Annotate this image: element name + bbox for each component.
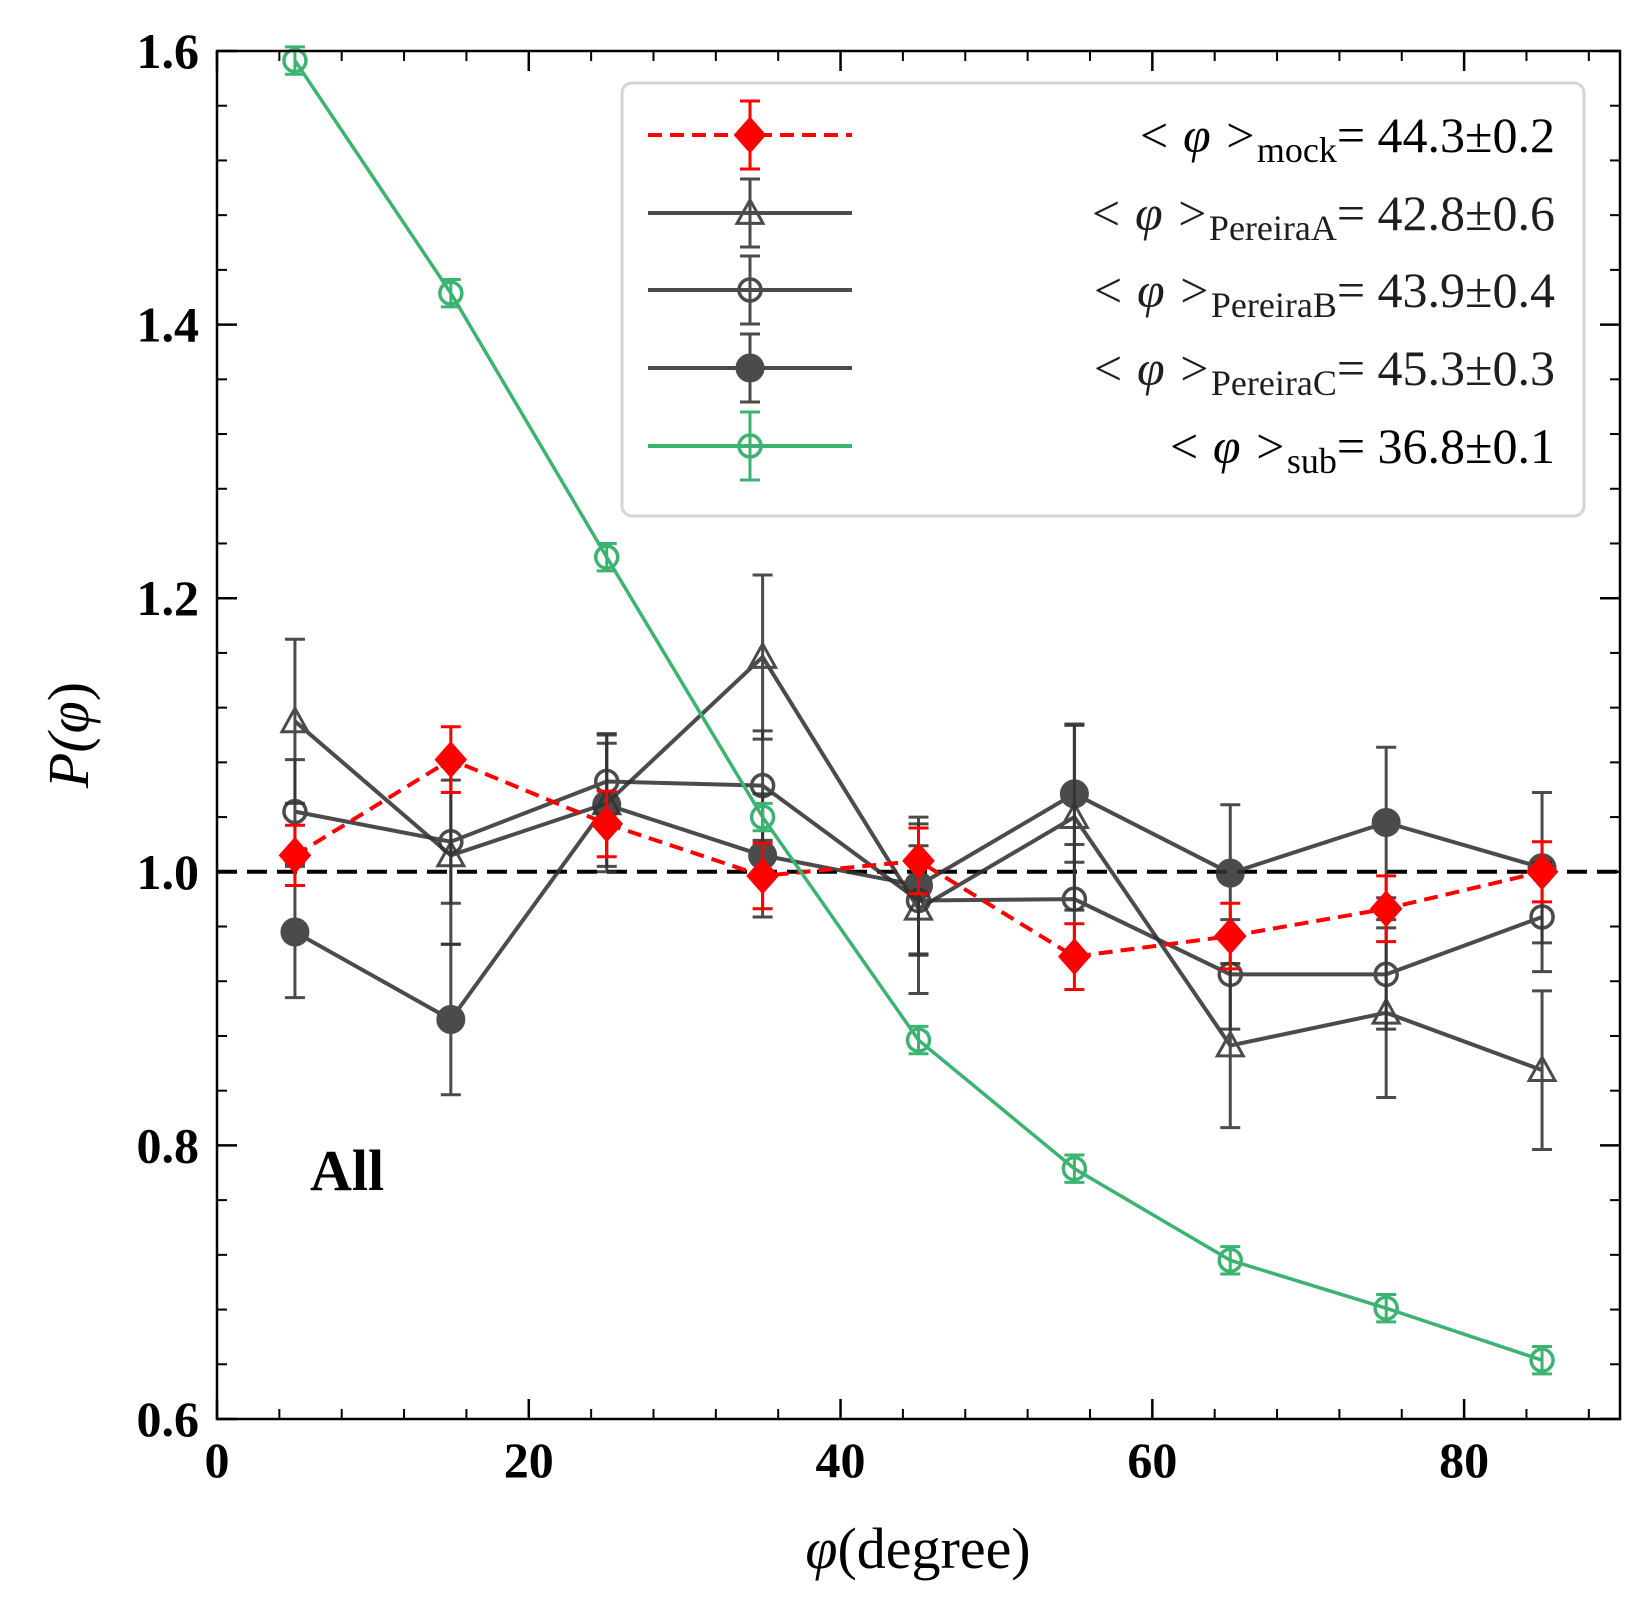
minor-ticks (217, 51, 1620, 1419)
y-tick-label: 0.8 (137, 1117, 200, 1173)
y-tick-label: 0.6 (137, 1391, 200, 1447)
legend-entry-sub: < φ >sub= 36.8±0.1 (648, 410, 1555, 482)
point-PereiraC (280, 917, 310, 947)
legend-label-value: = 45.3±0.3 (1337, 340, 1555, 396)
point-mock (902, 842, 935, 880)
legend-label-prefix: < φ > (1089, 185, 1209, 241)
x-axis-title: φ(degree) (805, 1516, 1030, 1581)
point-PereiraA (747, 640, 779, 669)
x-tick-label: 60 (1127, 1432, 1177, 1488)
x-tick-label: 20 (504, 1432, 554, 1488)
point-sub (282, 47, 308, 74)
legend-label-prefix: < φ > (1167, 418, 1287, 474)
annotation-label: All (310, 1138, 384, 1203)
legend-label-PereiraB: < φ >PereiraB= 43.9±0.4 (1091, 262, 1555, 325)
point-sub (1061, 1155, 1088, 1182)
series-layer (278, 45, 1559, 1376)
legend-label-subscript: PereiraC (1211, 363, 1337, 403)
legend-entry-PereiraC: < φ >PereiraC= 45.3±0.3 (648, 332, 1555, 404)
point-PereiraB (438, 828, 464, 855)
point-mock (590, 805, 624, 843)
point-sub (1373, 1295, 1399, 1321)
legend-label-value: = 36.8±0.1 (1337, 418, 1555, 474)
point-mock (1213, 917, 1247, 955)
legend-label-subscript: PereiraA (1209, 208, 1337, 248)
legend-label-prefix: < φ > (1137, 107, 1257, 163)
legend: < φ >mock= 44.3±0.2< φ >PereiraA= 42.8±0… (620, 81, 1586, 518)
legend-label-prefix: < φ > (1091, 262, 1211, 318)
y-tick-label: 1.6 (137, 23, 200, 79)
series-PereiraC (280, 723, 1557, 1097)
legend-label-subscript: PereiraB (1211, 285, 1337, 325)
point-mock (434, 741, 468, 779)
point-mock (1525, 853, 1559, 891)
point-PereiraA (1526, 1054, 1558, 1083)
point-PereiraB (282, 798, 308, 825)
series-sub (282, 45, 1555, 1376)
x-tick-label: 40 (816, 1432, 866, 1488)
legend-entry-PereiraB: < φ >PereiraB= 43.9±0.4 (648, 254, 1555, 326)
point-sub (1529, 1347, 1555, 1373)
y-tick-label: 1.4 (137, 297, 200, 353)
legend-label-subscript: mock (1257, 130, 1337, 170)
point-mock (1058, 938, 1091, 976)
plot-frame (215, 49, 1622, 1421)
x-tick-label: 80 (1439, 1432, 1489, 1488)
legend-entry-PereiraA: < φ >PereiraA= 42.8±0.6 (648, 177, 1555, 249)
point-PereiraB (1061, 886, 1088, 912)
legend-label-mock: < φ >mock= 44.3±0.2 (1137, 107, 1555, 170)
point-sub (438, 280, 464, 306)
point-PereiraA (1214, 1029, 1246, 1058)
point-PereiraC (1215, 858, 1245, 888)
point-sub (749, 804, 776, 830)
tick-labels: 0 20 40 60 80 0.6 0.8 1.0 1.2 1.4 1.6 (137, 23, 1490, 1488)
y-tick-label: 1.0 (137, 844, 200, 900)
x-tick-label: 0 (205, 1432, 230, 1488)
legend-entry-mock: < φ >mock= 44.3±0.2 (648, 99, 1555, 171)
legend-label-PereiraA: < φ >PereiraA= 42.8±0.6 (1089, 185, 1555, 248)
point-sub (905, 1027, 932, 1053)
y-axis-title: P(φ) (36, 682, 101, 789)
point-PereiraC (436, 1005, 466, 1035)
legend-label-value: = 42.8±0.6 (1337, 185, 1555, 241)
legend-label-value: = 43.9±0.4 (1337, 262, 1555, 318)
legend-marker-PereiraB (737, 277, 763, 303)
point-PereiraB (1373, 961, 1399, 988)
legend-label-sub: < φ >sub= 36.8±0.1 (1167, 418, 1555, 481)
point-mock (746, 857, 779, 895)
legend-marker-mock (733, 116, 767, 154)
point-PereiraA (279, 705, 311, 734)
y-tick-label: 1.2 (137, 570, 200, 626)
legend-label-subscript: sub (1287, 441, 1337, 481)
legend-label-value: = 44.3±0.2 (1337, 107, 1555, 163)
legend-label-prefix: < φ > (1091, 340, 1211, 396)
legend-label-PereiraC: < φ >PereiraC= 45.3±0.3 (1091, 340, 1555, 403)
legend-marker-PereiraA (734, 196, 766, 225)
legend-marker-PereiraC (735, 353, 765, 383)
point-PereiraC (1371, 808, 1401, 838)
point-sub (593, 544, 620, 570)
legend-marker-sub (737, 433, 763, 459)
point-sub (1217, 1247, 1244, 1274)
point-PereiraC (1059, 779, 1089, 809)
point-mock (1369, 890, 1403, 928)
legend-box (620, 81, 1586, 518)
point-mock (278, 836, 312, 874)
series-mock (278, 725, 1559, 991)
